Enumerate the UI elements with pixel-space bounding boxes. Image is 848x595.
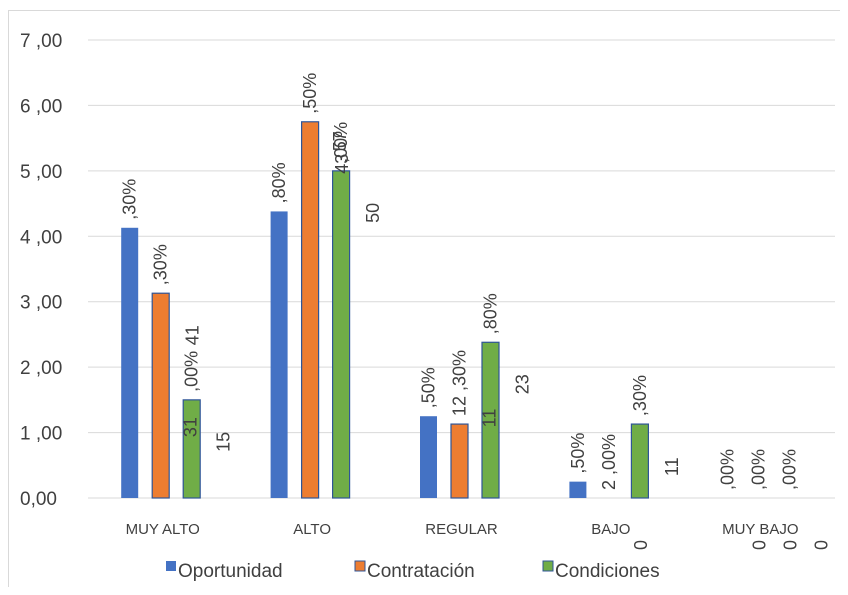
category-label: ALTO [293, 521, 331, 538]
data-label-percent: ,30% [120, 179, 140, 220]
data-label-percent: ,00% [748, 449, 768, 490]
data-label-count: 0 [780, 540, 800, 550]
data-label-count: 0 [631, 540, 651, 550]
data-label-percent: ,80% [269, 162, 289, 203]
category-label: REGULAR [425, 521, 498, 538]
data-label-percent: ,00% [717, 449, 737, 490]
bar-condiciones [481, 341, 500, 499]
bar-oportunidad [270, 211, 288, 498]
data-label-count: 0 [749, 540, 769, 550]
data-label-count: 23 [513, 374, 533, 394]
data-label-percent: ,00% [779, 449, 799, 490]
y-tick-label: 7 ,00 [20, 31, 62, 52]
legend-swatch [542, 560, 554, 572]
bar-contratación [450, 423, 469, 499]
data-label-percent: ,00% [182, 351, 202, 392]
y-tick-label: 1 ,00 [20, 424, 62, 445]
bar-oportunidad [569, 481, 587, 498]
chart-frame [8, 10, 840, 587]
bar-contratación [301, 121, 320, 499]
data-label-percent: ,50% [300, 73, 320, 114]
bar-contratación [151, 292, 170, 499]
bar-oportunidad [121, 227, 139, 498]
data-label-count: 50 [363, 203, 383, 223]
data-label-percent: 12 ,30% [450, 350, 470, 416]
y-tick-label: 0,00 [20, 489, 57, 510]
data-label-percent: ,80% [481, 293, 501, 334]
y-tick-label: 4 ,00 [20, 227, 62, 248]
category-label: MUY ALTO [126, 521, 200, 538]
data-label-percent: 2 ,00% [599, 434, 619, 490]
data-label-percent: ,30% [151, 244, 171, 285]
bar-oportunidad [420, 416, 437, 498]
data-label-count: 11 [480, 409, 500, 428]
y-tick-label: 5 ,00 [20, 162, 62, 183]
data-label-count: 11 [662, 457, 682, 476]
data-label-count: 41 [183, 325, 203, 345]
category-label: BAJO [591, 521, 630, 538]
data-label-count: 57 [330, 131, 350, 151]
bar-condiciones [182, 399, 201, 499]
y-tick-label: 2 ,00 [20, 358, 62, 379]
legend-label: Contratación [367, 561, 475, 582]
data-label-count: 15 [214, 432, 234, 452]
y-tick-label: 3 ,00 [20, 293, 62, 314]
data-label-percent: ,50% [568, 433, 588, 474]
legend-swatch [166, 561, 176, 571]
bar-condiciones [630, 423, 650, 499]
legend-swatch [354, 560, 366, 572]
bar-condiciones [332, 170, 351, 499]
legend-label: Condiciones [555, 561, 660, 582]
data-label-percent: ,50% [419, 367, 439, 408]
data-label-count: 31 [181, 417, 201, 437]
category-label: MUY BAJO [722, 521, 798, 538]
data-label-percent: ,30% [630, 375, 650, 416]
data-label-count: 43 [332, 154, 352, 174]
data-label-count: 0 [811, 540, 831, 550]
data-label-percent: ,00% [331, 122, 351, 163]
legend-label: Oportunidad [178, 561, 283, 582]
y-tick-label: 6 ,00 [20, 96, 62, 117]
